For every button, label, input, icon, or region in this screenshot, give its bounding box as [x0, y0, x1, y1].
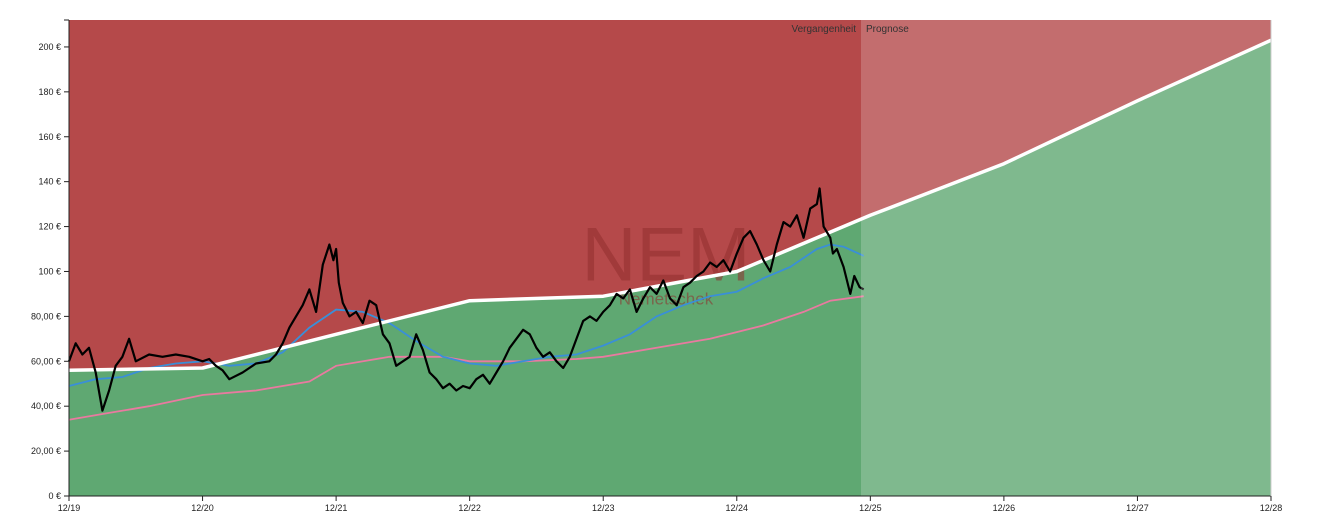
x-tick-label: 12/21 — [325, 503, 348, 513]
period-labels: Vergangenheit Prognose — [791, 24, 909, 35]
x-tick-label: 12/26 — [993, 503, 1016, 513]
y-tick-label: 20,00 € — [31, 446, 61, 456]
moving-average-short-line — [68, 243, 865, 387]
x-tick-label: 12/28 — [1260, 503, 1283, 513]
y-tick-label: 40,00 € — [31, 401, 61, 411]
y-tick-label: 120 € — [38, 222, 61, 232]
label-forecast: Prognose — [866, 24, 909, 35]
y-tick-label: 140 € — [38, 177, 61, 187]
y-tick-label: 60,00 € — [31, 356, 61, 366]
x-tick-label: 12/27 — [1126, 503, 1149, 513]
series-lines — [67, 38, 1272, 421]
x-tick-label: 12/23 — [592, 503, 615, 513]
x-tick-label: 12/22 — [458, 503, 481, 513]
y-tick-label: 100 € — [38, 266, 61, 276]
y-tick-label: 160 € — [38, 132, 61, 142]
forecast-shade — [860, 20, 1271, 496]
x-tick-label: 12/20 — [191, 503, 214, 513]
x-tick-label: 12/24 — [726, 503, 749, 513]
label-past: Vergangenheit — [791, 24, 856, 35]
x-tick-label: 12/19 — [58, 503, 81, 513]
moving-average-long-line — [68, 295, 864, 421]
undervalued-zone — [69, 40, 1271, 496]
y-tick-label: 180 € — [38, 87, 61, 97]
axes: 0 € 20,00 € 40,00 € 60,00 € 80,00 € 100 € 120 … — [31, 19, 1283, 513]
x-tick-label: 12/25 — [859, 503, 882, 513]
y-tick-label: 0 € — [48, 491, 61, 501]
y-tick-label: 80,00 € — [31, 311, 61, 321]
fair-value-line — [68, 38, 1272, 373]
price-line — [67, 187, 865, 412]
forecast-overlay — [860, 20, 1271, 496]
y-tick-label: 200 € — [38, 42, 61, 52]
valuation-zones — [69, 20, 1271, 496]
